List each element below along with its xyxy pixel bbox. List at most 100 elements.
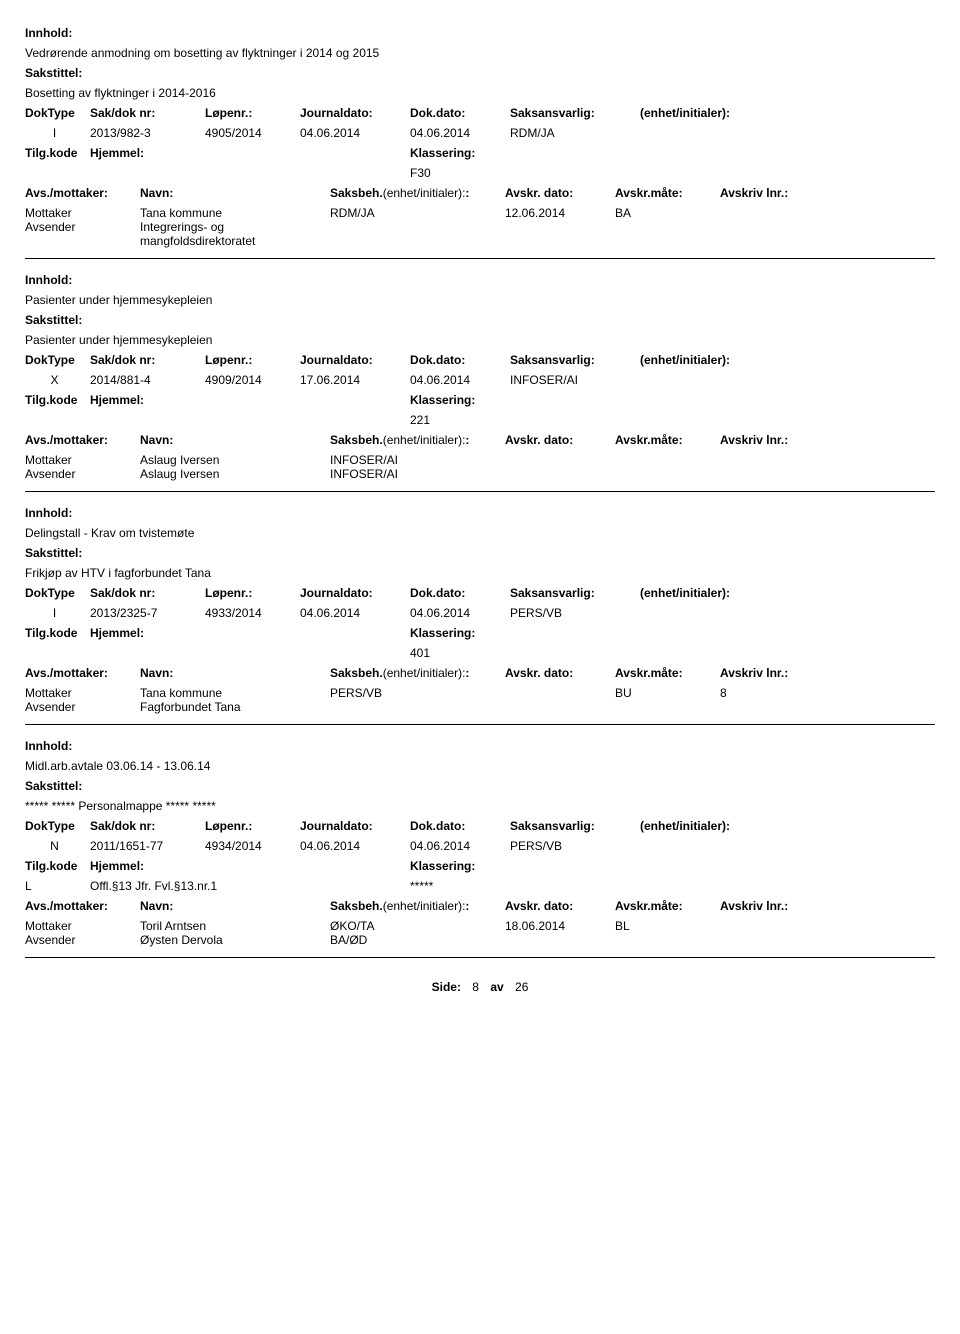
hdr-navn: Navn: (140, 186, 330, 200)
hdr-dokdato: Dok.dato: (410, 819, 510, 833)
hjemmel-klassering-data: 401 (25, 646, 935, 660)
party-avskrmate (615, 220, 720, 248)
val-journaldato: 04.06.2014 (300, 839, 410, 853)
hdr-saksbeh: Saksbeh.(enhet/initialer):: (330, 433, 505, 447)
val-sakdok: 2013/2325-7 (90, 606, 205, 620)
hjemmel-klassering-data: 221 (25, 413, 935, 427)
sakstittel-text: Bosetting av flyktninger i 2014-2016 (25, 86, 935, 100)
party-avskrdato (505, 686, 615, 700)
innhold-text: Vedrørende anmodning om bosetting av fly… (25, 46, 935, 60)
hdr-dokdato: Dok.dato: (410, 353, 510, 367)
val-tilgkode (25, 646, 90, 660)
party-avskrmate (615, 453, 720, 467)
hdr-journaldato: Journaldato: (300, 106, 410, 120)
party-row: Avsender Fagforbundet Tana (25, 700, 935, 714)
sakstittel-label: Sakstittel: (25, 546, 935, 560)
hdr-avsmottaker: Avs./mottaker: (25, 433, 140, 447)
party-avskrmate: BU (615, 686, 720, 700)
hdr-enhet: (enhet/initialer): (640, 586, 770, 600)
innhold-text: Pasienter under hjemmesykepleien (25, 293, 935, 307)
party-saksbeh: PERS/VB (330, 686, 505, 700)
header-row-2: Avs./mottaker: Navn: Saksbeh.(enhet/init… (25, 899, 935, 913)
party-avskriv (720, 700, 820, 714)
val-enhet (640, 606, 770, 620)
innhold-label: Innhold: (25, 26, 935, 40)
party-name: Toril Arntsen (140, 919, 330, 933)
data-row-1: N 2011/1651-77 4934/2014 04.06.2014 04.0… (25, 839, 935, 853)
sakstittel-label: Sakstittel: (25, 779, 935, 793)
val-journaldato: 04.06.2014 (300, 606, 410, 620)
party-row: Mottaker Tana kommune RDM/JA 12.06.2014 … (25, 206, 935, 220)
val-enhet (640, 126, 770, 140)
val-sakdok: 2013/982-3 (90, 126, 205, 140)
hdr-avskrmate: Avskr.måte: (615, 666, 720, 680)
party-name: Tana kommune (140, 206, 330, 220)
val-hjemmel (90, 166, 410, 180)
hdr-doktype: DokType (25, 586, 90, 600)
party-row: Mottaker Tana kommune PERS/VB BU 8 (25, 686, 935, 700)
sakstittel-text: Frikjøp av HTV i fagforbundet Tana (25, 566, 935, 580)
val-hjemmel: Offl.§13 Jfr. Fvl.§13.nr.1 (90, 879, 410, 893)
hdr-sakdok: Sak/dok nr: (90, 353, 205, 367)
party-avskrmate (615, 933, 720, 947)
party-role: Avsender (25, 933, 140, 947)
journal-record: Innhold: Delingstall - Krav om tvistemøt… (25, 506, 935, 725)
party-avskrdato (505, 467, 615, 481)
hdr-avsmottaker: Avs./mottaker: (25, 899, 140, 913)
hdr-avskrmate: Avskr.måte: (615, 899, 720, 913)
hdr-sakdok: Sak/dok nr: (90, 819, 205, 833)
journal-record: Innhold: Pasienter under hjemmesykepleie… (25, 273, 935, 492)
hdr-tilgkode: Tilg.kode (25, 146, 90, 160)
val-dokdato: 04.06.2014 (410, 839, 510, 853)
footer-side: Side: (432, 980, 461, 994)
party-avskriv (720, 919, 820, 933)
header-row-2: Avs./mottaker: Navn: Saksbeh.(enhet/init… (25, 666, 935, 680)
sakstittel-label: Sakstittel: (25, 313, 935, 327)
hdr-dokdato: Dok.dato: (410, 106, 510, 120)
hdr-klassering: Klassering: (410, 859, 481, 873)
header-row-2: Avs./mottaker: Navn: Saksbeh.(enhet/init… (25, 186, 935, 200)
hdr-klassering: Klassering: (410, 393, 481, 407)
hdr-klassering: Klassering: (410, 146, 481, 160)
hdr-journaldato: Journaldato: (300, 586, 410, 600)
hdr-tilgkode: Tilg.kode (25, 859, 90, 873)
val-dokdato: 04.06.2014 (410, 606, 510, 620)
party-row: Mottaker Aslaug Iversen INFOSER/AI (25, 453, 935, 467)
val-tilgkode: L (25, 879, 90, 893)
sakstittel-text: Pasienter under hjemmesykepleien (25, 333, 935, 347)
val-doktype: I (25, 126, 90, 140)
journal-record: Innhold: Vedrørende anmodning om bosetti… (25, 26, 935, 259)
hdr-dokdato: Dok.dato: (410, 586, 510, 600)
innhold-label: Innhold: (25, 739, 935, 753)
header-row-1: DokType Sak/dok nr: Løpenr.: Journaldato… (25, 106, 935, 120)
hjemmel-klassering-data: L Offl.§13 Jfr. Fvl.§13.nr.1 ***** (25, 879, 935, 893)
party-role: Mottaker (25, 919, 140, 933)
val-klassering: ***** (410, 879, 439, 893)
hdr-avskrdato: Avskr. dato: (505, 899, 615, 913)
hdr-saksbeh: Saksbeh.(enhet/initialer):: (330, 666, 505, 680)
party-row: Mottaker Toril Arntsen ØKO/TA 18.06.2014… (25, 919, 935, 933)
val-lopenr: 4934/2014 (205, 839, 300, 853)
header-row-2: Avs./mottaker: Navn: Saksbeh.(enhet/init… (25, 433, 935, 447)
hdr-saksansvarlig: Saksansvarlig: (510, 353, 640, 367)
hjemmel-klassering-header: Tilg.kode Hjemmel: Klassering: (25, 859, 935, 873)
party-avskriv (720, 453, 820, 467)
party-avskrdato (505, 453, 615, 467)
val-doktype: I (25, 606, 90, 620)
hdr-avskrdato: Avskr. dato: (505, 666, 615, 680)
hdr-klassering: Klassering: (410, 626, 481, 640)
hdr-doktype: DokType (25, 819, 90, 833)
val-tilgkode (25, 413, 90, 427)
val-enhet (640, 839, 770, 853)
innhold-text: Delingstall - Krav om tvistemøte (25, 526, 935, 540)
party-avskrdato: 18.06.2014 (505, 919, 615, 933)
party-avskrdato (505, 700, 615, 714)
party-saksbeh (330, 220, 505, 248)
hdr-avskrdato: Avskr. dato: (505, 433, 615, 447)
hjemmel-klassering-data: F30 (25, 166, 935, 180)
party-role: Mottaker (25, 206, 140, 220)
hdr-navn: Navn: (140, 666, 330, 680)
val-dokdato: 04.06.2014 (410, 373, 510, 387)
hdr-sakdok: Sak/dok nr: (90, 586, 205, 600)
party-avskriv (720, 467, 820, 481)
